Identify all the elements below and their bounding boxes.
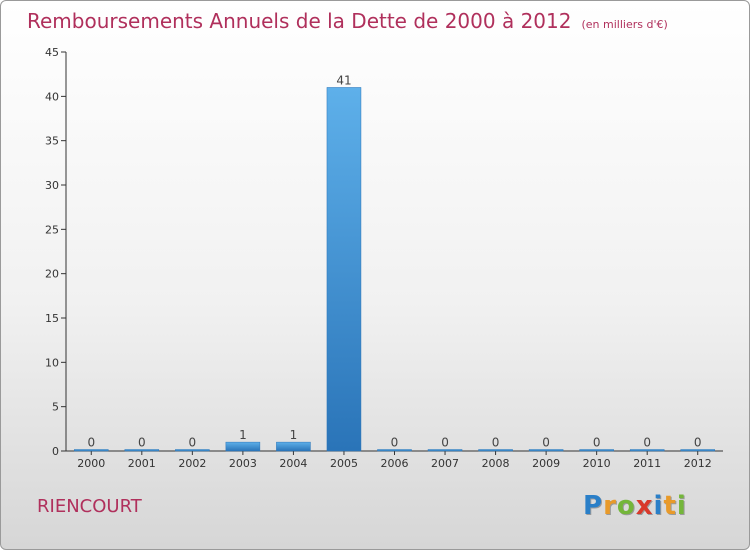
bar-value-label: 0 <box>593 436 601 450</box>
bar-value-label: 0 <box>391 436 399 450</box>
bar <box>276 441 311 452</box>
bar <box>124 449 160 452</box>
x-tick-label: 2008 <box>482 457 510 470</box>
bar <box>528 449 564 452</box>
x-tick-label: 2005 <box>330 457 358 470</box>
bar <box>74 449 109 452</box>
y-tick-label: 10 <box>45 356 59 369</box>
logo-letter: t <box>663 491 677 521</box>
y-tick-label: 35 <box>45 135 59 148</box>
bar <box>629 449 665 452</box>
bar <box>579 449 614 452</box>
bar-value-label: 1 <box>239 428 247 442</box>
bar-value-label: 0 <box>492 436 500 450</box>
bar-value-label: 0 <box>542 436 550 450</box>
logo-letter: i <box>676 491 687 521</box>
bar <box>680 449 715 452</box>
bar <box>377 449 412 452</box>
logo-letter: o <box>616 491 636 521</box>
x-tick-label: 2007 <box>431 457 459 470</box>
bar-value-label: 0 <box>189 436 197 450</box>
bar <box>175 449 210 452</box>
logo-letter: r <box>603 491 617 521</box>
x-tick-label: 2003 <box>229 457 257 470</box>
bar <box>326 87 362 452</box>
y-tick-label: 40 <box>45 90 59 103</box>
logo-letter: i <box>653 491 664 521</box>
unit-label: (en milliers d'€) <box>581 18 668 31</box>
chart-title: Remboursements Annuels de la Dette de 20… <box>27 9 668 33</box>
x-tick-label: 2012 <box>684 457 712 470</box>
x-tick-label: 2002 <box>178 457 206 470</box>
y-tick-label: 25 <box>45 223 59 236</box>
bar-value-label: 0 <box>87 436 95 450</box>
chart-title-text: Remboursements Annuels de la Dette de 20… <box>27 9 572 33</box>
y-tick-label: 5 <box>52 401 59 414</box>
x-tick-label: 2009 <box>532 457 560 470</box>
town-name: RIENCOURT <box>37 496 142 517</box>
bar-value-label: 0 <box>441 436 449 450</box>
logo-letter: x <box>635 491 654 521</box>
bar-value-label: 41 <box>336 73 351 87</box>
bar-value-label: 0 <box>138 436 146 450</box>
y-tick-label: 15 <box>45 312 59 325</box>
logo-letter: P <box>583 491 604 521</box>
x-tick-label: 2010 <box>583 457 611 470</box>
bar-value-label: 0 <box>643 436 651 450</box>
y-tick-label: 0 <box>52 445 59 458</box>
x-tick-label: 2004 <box>279 457 307 470</box>
bar <box>478 449 513 452</box>
y-tick-label: 45 <box>45 46 59 59</box>
x-tick-label: 2006 <box>381 457 409 470</box>
x-tick-label: 2001 <box>128 457 156 470</box>
bar-value-label: 1 <box>290 428 298 442</box>
y-tick-label: 30 <box>45 179 59 192</box>
bar <box>225 441 261 452</box>
bar <box>427 449 463 452</box>
proxiti-logo: Proxiti <box>583 491 687 521</box>
x-tick-label: 2011 <box>633 457 661 470</box>
bar-value-label: 0 <box>694 436 702 450</box>
y-tick-label: 20 <box>45 268 59 281</box>
x-tick-label: 2000 <box>77 457 105 470</box>
